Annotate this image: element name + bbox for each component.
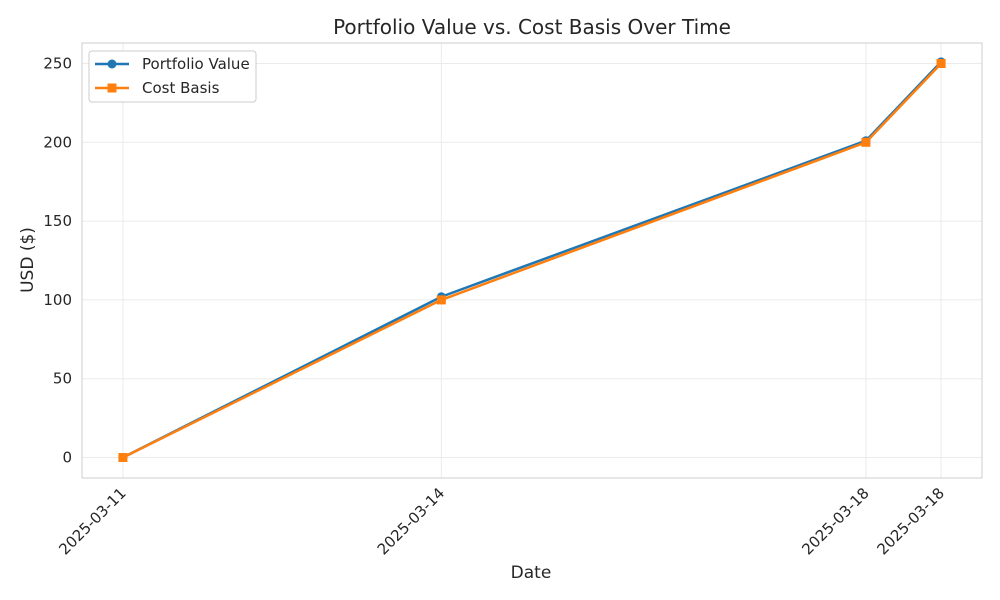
data-point-cost-basis bbox=[436, 295, 446, 305]
y-axis-label: USD ($) bbox=[18, 227, 38, 293]
legend-label-cost-basis: Cost Basis bbox=[142, 79, 220, 97]
x-tick-label: 2025-03-14 bbox=[374, 484, 448, 558]
data-point-cost-basis bbox=[118, 453, 128, 463]
y-tick-label: 100 bbox=[43, 291, 72, 309]
y-tick-label: 150 bbox=[43, 212, 72, 230]
grid bbox=[82, 43, 982, 478]
legend-item-cost-basis: Cost Basis bbox=[95, 79, 220, 97]
series-line-portfolio-value bbox=[121, 60, 943, 459]
x-tick-label: 2025-03-18 bbox=[874, 484, 948, 558]
y-tick-label: 50 bbox=[53, 370, 72, 388]
plot-frame bbox=[81, 42, 983, 479]
y-tick-label: 0 bbox=[62, 449, 72, 467]
legend-item-portfolio-value: Portfolio Value bbox=[95, 55, 250, 73]
y-axis-ticks: 0 50 100 150 200 250 bbox=[43, 54, 72, 466]
legend-box bbox=[88, 50, 257, 103]
y-tick-label: 250 bbox=[43, 54, 72, 72]
legend-label-portfolio-value: Portfolio Value bbox=[142, 55, 250, 73]
legend-marker-cost-basis bbox=[107, 83, 117, 93]
x-axis-ticks: 2025-03-11 2025-03-14 2025-03-18 2025-03-18 bbox=[55, 484, 948, 558]
data-point-cost-basis bbox=[936, 58, 946, 68]
series-line-cost-basis bbox=[121, 62, 943, 459]
series-layer bbox=[118, 57, 946, 463]
series-portfolio-value bbox=[118, 57, 946, 463]
data-point-cost-basis bbox=[861, 137, 871, 147]
series-cost-basis bbox=[118, 58, 946, 463]
y-tick-label: 200 bbox=[43, 133, 72, 151]
x-axis-label: Date bbox=[511, 563, 552, 583]
legend-marker-portfolio-value bbox=[107, 59, 117, 69]
legend: Portfolio Value Cost Basis bbox=[88, 50, 257, 103]
x-tick-label: 2025-03-18 bbox=[798, 484, 872, 558]
chart-title: Portfolio Value vs. Cost Basis Over Time bbox=[333, 15, 731, 39]
x-tick-label: 2025-03-11 bbox=[55, 484, 129, 558]
